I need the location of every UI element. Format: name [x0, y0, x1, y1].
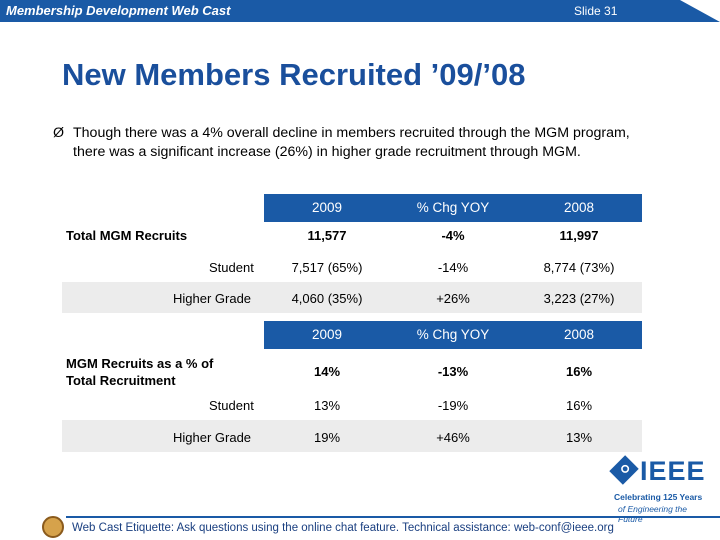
slide-number: Slide 31 — [574, 4, 618, 18]
table1-row-student-label: Student — [209, 260, 254, 275]
logo-tagline-2: of Engineering the Future — [618, 504, 687, 524]
table2-header-band: 2009 % Chg YOY 2008 — [264, 321, 642, 349]
ieee-diamond-icon — [609, 455, 639, 485]
table1-row-student-chg: -14% — [437, 260, 469, 275]
table2-header-chg: % Chg YOY — [416, 327, 490, 342]
table1-row-highergrade-2009: 4,060 (35%) — [291, 291, 363, 306]
bullet-text: Though there was a 4% overall decline in… — [73, 125, 630, 160]
table1-row-student-2009: 7,517 (65%) — [291, 260, 363, 275]
logo-tagline-1: Celebrating 125 Years — [614, 492, 703, 502]
table2-row-student-2009: 13% — [313, 398, 341, 413]
table2-row-highergrade-chg: +46% — [436, 430, 470, 445]
footer-badge-icon — [42, 516, 64, 538]
table2-header-2009: 2009 — [311, 327, 343, 342]
table2-header-2008: 2008 — [563, 327, 595, 342]
table1-header-2009: 2009 — [311, 200, 343, 215]
table2-total-2009: 14% — [313, 364, 341, 379]
table2-row-highergrade-label: Higher Grade — [173, 430, 252, 445]
slide-title: New Members Recruited ’09/’08 — [62, 57, 526, 92]
ieee-wordmark: IEEE — [640, 456, 706, 486]
table1-total-label: Total MGM Recruits — [66, 228, 188, 243]
bullet-point: Ø Though there was a 4% overall decline … — [53, 124, 653, 162]
table1-header-2008: 2008 — [563, 200, 595, 215]
table1-total-2009: 11,577 — [307, 228, 347, 243]
table2-row-highergrade-2009: 19% — [313, 430, 341, 445]
header-wedge — [680, 0, 720, 22]
ieee-logo: IEEE Celebrating 125 Years of Engineerin… — [609, 455, 708, 526]
table1-header-chg: % Chg YOY — [416, 200, 490, 215]
table1-row-student-2008: 8,774 (73%) — [543, 260, 615, 275]
table1-row-highergrade-bg — [62, 282, 642, 313]
table1-header-band: 2009 % Chg YOY 2008 — [264, 194, 642, 222]
table2-total-2008: 16% — [565, 364, 593, 379]
table1-total-2008: 11,997 — [559, 228, 599, 243]
table2-total-chg: -13% — [437, 364, 469, 379]
footer-etiquette: Web Cast Etiquette: Ask questions using … — [72, 522, 614, 534]
table2-row-student-2008: 16% — [565, 398, 593, 413]
table2-row-student-label: Student — [209, 398, 254, 413]
table2-total-label-line1: MGM Recruits as a % of — [66, 356, 214, 371]
bullet-arrow-icon: Ø — [53, 125, 65, 141]
table1-row-highergrade-2008: 3,223 (27%) — [543, 291, 615, 306]
table1-row-highergrade-chg: +26% — [436, 291, 470, 306]
table2-row-highergrade-bg — [62, 420, 642, 452]
header-bar — [0, 0, 720, 22]
table2-row-highergrade-2008: 13% — [565, 430, 593, 445]
footer-rule — [66, 516, 720, 518]
table2-total-label-line2: Total Recruitment — [66, 373, 176, 388]
header-title: Membership Development Web Cast — [6, 3, 231, 18]
table1-row-highergrade-label: Higher Grade — [173, 291, 252, 306]
table2-row-student-chg: -19% — [437, 398, 469, 413]
table1-total-chg: -4% — [441, 228, 465, 243]
